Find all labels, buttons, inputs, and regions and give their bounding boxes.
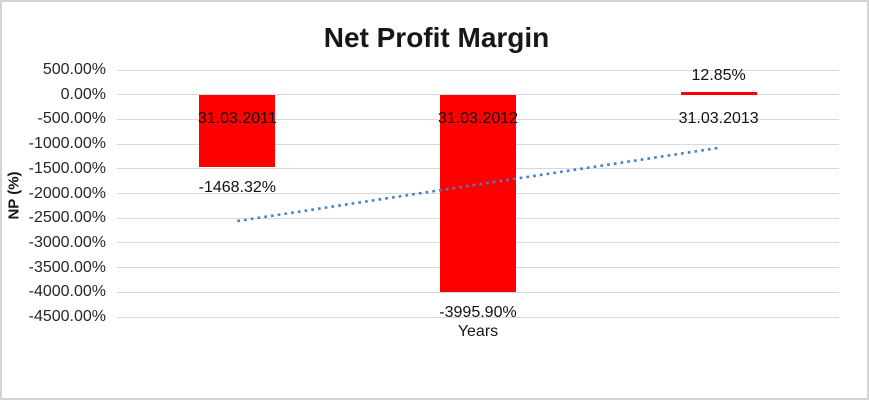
y-axis-tick-label: 0.00% [60,85,106,103]
y-axis-tick-label: -1000.00% [28,135,106,153]
y-axis-tick-label: -4000.00% [28,283,106,301]
gridline [117,69,839,71]
y-axis-tick-label: -3500.00% [28,258,106,276]
category-label: 31.03.2011 [197,110,277,127]
y-axis-tick-label: -4500.00% [28,308,106,325]
y-axis-tick-label: -500.00% [37,110,107,128]
gridline [117,316,839,318]
value-label: -3995.90% [439,304,517,322]
category-label: 31.03.2012 [437,110,519,127]
bar-31.03.2013 [680,92,757,95]
value-label: 12.85% [691,67,746,85]
category-label: 31.03.2013 [678,110,759,127]
value-label: -1468.32% [198,179,277,197]
y-axis-title: NP (%) [5,171,23,220]
chart-title: Net Profit Margin [323,22,550,53]
y-axis-tick-label: -2000.00% [28,184,106,202]
y-axis-tick-label: -3000.00% [28,233,106,251]
y-axis-tick-label: 500.00% [42,61,106,78]
y-axis-tick-label: -2500.00% [28,209,106,227]
x-axis-title: Years [457,323,499,340]
y-axis-tick-label: -1500.00% [28,159,106,177]
bar-31.03.2011 [199,94,276,168]
gridline [117,291,839,293]
